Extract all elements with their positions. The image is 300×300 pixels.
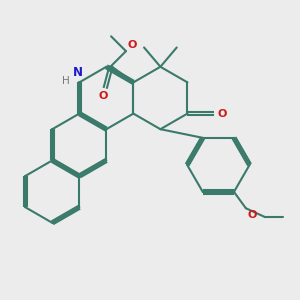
Text: O: O xyxy=(247,210,257,220)
Text: H: H xyxy=(62,76,70,86)
Text: N: N xyxy=(73,66,83,79)
Text: O: O xyxy=(128,40,137,50)
Text: O: O xyxy=(218,109,227,118)
Text: O: O xyxy=(99,91,108,101)
